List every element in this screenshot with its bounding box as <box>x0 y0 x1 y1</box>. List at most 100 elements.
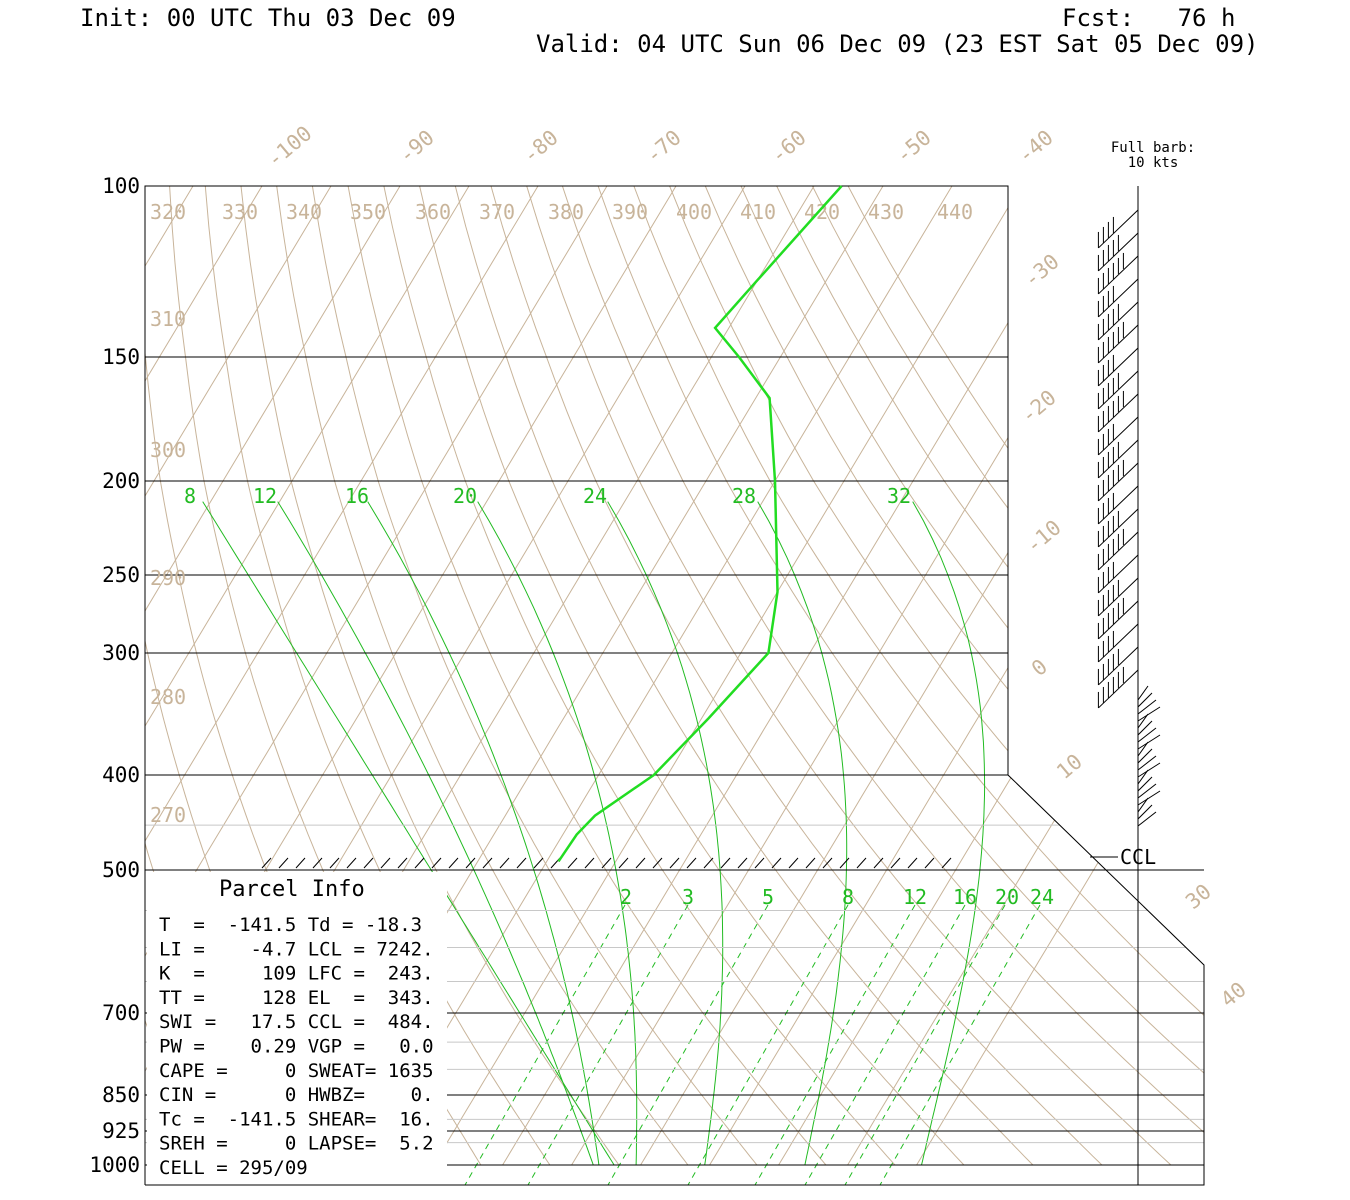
wind-barb <box>1137 713 1149 729</box>
dry-adiabat-label: 410 <box>740 200 776 224</box>
hatch-mark <box>533 857 544 869</box>
dry-adiabat-label: 350 <box>350 200 386 224</box>
dry-adiabat-label: 310 <box>150 307 186 331</box>
mixing-ratio-label: 16 <box>953 885 977 909</box>
hatch-mark <box>278 857 289 869</box>
wind-barb <box>1098 508 1139 548</box>
parcel-info-row: Tc = -141.5 SHEAR= 16. <box>159 1108 434 1130</box>
mixing-ratio-line <box>464 904 626 1185</box>
pressure-tick-label: 1000 <box>89 1153 140 1177</box>
mixing-ratio-label: 24 <box>1030 885 1054 909</box>
barb-legend-line1: Full barb: <box>1111 140 1195 156</box>
hatch-mark <box>669 857 680 869</box>
parcel-info-row: TT = 128 EL = 343. <box>159 987 434 1009</box>
dry-adiabat-label: 290 <box>150 566 186 590</box>
hatch-mark <box>771 857 782 869</box>
hatch-mark <box>363 857 374 869</box>
hatch-mark <box>686 857 697 869</box>
hatch-mark <box>703 857 714 869</box>
pressure-tick-label: 700 <box>102 1001 140 1025</box>
hatch-mark <box>295 857 306 869</box>
dry-adiabat-line <box>383 186 896 1166</box>
mixing-ratio-label: 20 <box>995 885 1019 909</box>
wind-barb <box>1098 393 1139 433</box>
wind-barb <box>1098 232 1139 272</box>
hatch-mark <box>414 857 425 869</box>
barb-legend-line2: 10 kts <box>1128 155 1179 171</box>
isotherm-line <box>640 186 1204 1166</box>
dry-adiabat-line <box>597 186 1204 1166</box>
parcel-info-row: K = 109 LFC = 243. <box>159 963 434 985</box>
mixing-ratio-line <box>804 904 966 1185</box>
isotherm-label: -30 <box>1019 249 1063 292</box>
wind-barb <box>1098 301 1139 341</box>
pressure-tick-label: 100 <box>102 174 140 198</box>
moist-adiabat-label: 28 <box>732 484 756 508</box>
dry-adiabat-line <box>526 186 1172 1166</box>
hatch-mark <box>873 857 884 869</box>
hatch-mark <box>635 857 646 869</box>
hatch-mark <box>584 857 595 869</box>
plot-frame <box>144 185 1205 1186</box>
hatch-mark <box>601 857 612 869</box>
dry-adiabat-line <box>776 186 1204 1166</box>
mixing-ratio-label: 2 <box>620 885 632 909</box>
isotherm-label: 40 <box>1216 977 1251 1012</box>
wind-barbs <box>1090 209 1161 858</box>
wind-barb <box>1137 706 1161 722</box>
mixing-ratio-label: 3 <box>682 885 694 909</box>
parcel-info-row: CELL = 295/09 <box>159 1157 308 1179</box>
isotherm-label: -50 <box>891 125 935 168</box>
hatch-mark <box>924 857 935 869</box>
wind-barb <box>1137 804 1153 820</box>
hatch-mark <box>312 857 323 869</box>
valid-time: Valid: 04 UTC Sun 06 Dec 09 (23 EST Sat … <box>536 30 1259 58</box>
isotherm-line <box>502 186 1091 1166</box>
dry-adiabat-line <box>419 186 965 1166</box>
dry-adiabat-line <box>811 186 1204 1166</box>
hatch-mark <box>890 857 901 869</box>
wind-barb <box>1098 531 1139 571</box>
init-time: Init: 00 UTC Thu 03 Dec 09 <box>80 4 456 32</box>
hatch-mark <box>397 857 408 869</box>
moist-adiabat-label: 32 <box>887 484 911 508</box>
hatch-mark <box>822 857 833 869</box>
dry-adiabat-label: 400 <box>676 200 712 224</box>
dry-adiabat-label: 300 <box>150 438 186 462</box>
parcel-info-title: Parcel Info <box>219 877 365 902</box>
moist-adiabat-line <box>912 501 986 1166</box>
dry-adiabat-label: 440 <box>937 200 973 224</box>
dry-adiabat-label: 320 <box>150 200 186 224</box>
wind-barb <box>1098 255 1139 295</box>
temperature-profile-line <box>557 185 843 863</box>
hatch-mark <box>805 857 816 869</box>
parcel-info-row: SREH = 0 LAPSE= 5.2 <box>159 1133 434 1155</box>
wind-barb <box>1098 439 1139 479</box>
hatch-mark <box>567 857 578 869</box>
wind-barb <box>1137 748 1153 764</box>
hatch-mark <box>448 857 459 869</box>
wind-barb <box>1137 776 1153 792</box>
wind-barb <box>1137 734 1161 750</box>
dry-adiabat-line <box>633 186 1204 1166</box>
dry-adiabat-label: 330 <box>222 200 258 224</box>
wind-barb <box>1098 416 1139 456</box>
moist-adiabat-line <box>757 501 848 1166</box>
pressure-tick-label: 200 <box>102 469 140 493</box>
hatch-mark <box>465 857 476 869</box>
dry-adiabat-label: 280 <box>150 685 186 709</box>
wind-barb <box>1098 646 1139 686</box>
parcel-info-row: CIN = 0 HWBZ= 0. <box>159 1084 434 1106</box>
wind-barb <box>1137 720 1153 736</box>
isotherm-label: 30 <box>1181 879 1216 914</box>
mixing-ratio-label: 8 <box>842 885 854 909</box>
mixing-ratio-label: 12 <box>903 885 927 909</box>
isotherm-label: -10 <box>1021 515 1065 558</box>
hatch-mark <box>380 857 391 869</box>
mixing-ratio-line <box>754 904 916 1185</box>
parcel-info-row: SWI = 17.5 CCL = 484. <box>159 1011 434 1033</box>
moist-adiabat-label: 8 <box>184 484 196 508</box>
hatch-mark <box>754 857 765 869</box>
pressure-tick-label: 925 <box>102 1119 140 1143</box>
